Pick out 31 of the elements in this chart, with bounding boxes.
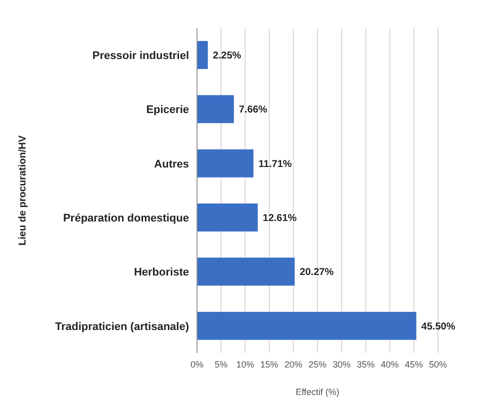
x-tick-label: 45%	[404, 359, 423, 370]
bar	[197, 258, 295, 286]
x-tick-label: 10%	[236, 359, 254, 370]
data-label: 20.27%	[300, 267, 334, 278]
bar	[197, 312, 416, 340]
y-tick-label: Epicerie	[146, 104, 189, 116]
y-axis-title: Lieu de procuration/HV	[18, 135, 29, 246]
data-label: 7.66%	[238, 104, 268, 116]
x-tick-label: 25%	[308, 359, 327, 370]
data-label: 12.61%	[262, 213, 297, 224]
bar	[197, 149, 254, 178]
bar	[197, 204, 258, 232]
x-tick-label: 30%	[332, 359, 351, 370]
x-tick-label: 0%	[190, 359, 204, 370]
bar	[197, 41, 208, 69]
x-tick-label: 35%	[356, 359, 375, 370]
x-tick-label: 20%	[284, 359, 302, 370]
y-tick-label: Herboriste	[134, 266, 189, 279]
data-label: 45.50%	[421, 321, 456, 332]
x-axis-title: Effectif (%)	[296, 387, 340, 397]
y-tick-label: Tradipraticien (artisanale)	[55, 320, 190, 333]
x-tick-label: 50%	[428, 359, 448, 370]
data-label: 11.71%	[258, 158, 292, 170]
bar	[197, 95, 234, 124]
x-tick-label: 5%	[214, 359, 228, 370]
y-tick-label: Pressoir industriel	[92, 50, 189, 62]
data-label: 2.25%	[212, 50, 242, 62]
x-tick-label: 15%	[260, 359, 278, 370]
y-tick-label: Autres	[154, 158, 189, 170]
y-tick-label: Préparation domestique	[63, 212, 189, 224]
x-tick-label: 40%	[380, 359, 399, 370]
